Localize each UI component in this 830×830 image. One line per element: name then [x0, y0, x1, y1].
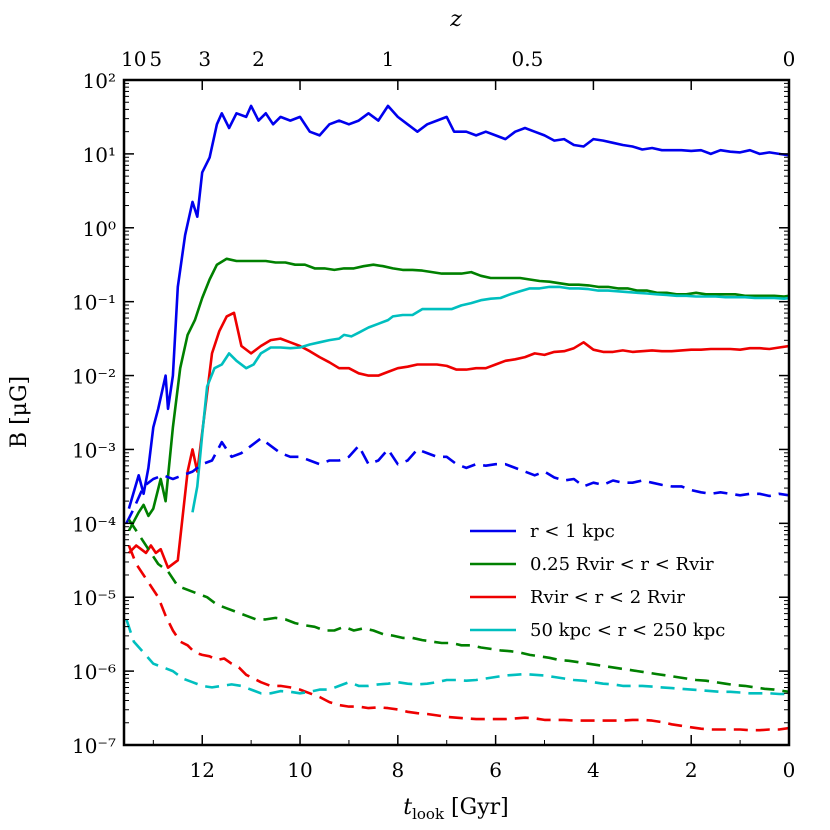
legend: r < 1 kpc 0.25 Rvir < r < Rvir Rvir < r < … — [470, 521, 725, 641]
plot-frame — [122, 78, 791, 747]
y-tick-label: 10⁻¹ — [72, 291, 116, 315]
series-line-0 — [127, 104, 789, 509]
series-line-4 — [125, 437, 789, 524]
series-layer — [125, 104, 789, 732]
y-tick-label: 10⁻⁷ — [72, 734, 116, 758]
x-axis-label-main: t — [403, 795, 412, 820]
series-line-2 — [127, 311, 789, 569]
x-axis-label-unit: [Gyr] — [444, 795, 509, 820]
series-line-7 — [125, 618, 789, 696]
y-tick-label: 10⁻² — [72, 365, 116, 389]
y-tick-label: 10⁻³ — [72, 438, 116, 462]
top-ticks: 10 5 3 2 1 0.5 0 — [121, 47, 795, 71]
y-ticks: 10² 10¹ 10⁰ 10⁻¹ 10⁻² 10⁻³ 10⁻⁴ 10⁻⁵ 10⁻⁶ 10⁻⁷ — [72, 69, 789, 758]
series-line-6 — [127, 545, 789, 732]
legend-label: Rvir < r < 2 Rvir — [530, 587, 685, 608]
top-tick-label: 0.5 — [511, 47, 543, 71]
x-axis-label-sub: look — [412, 805, 445, 823]
y-tick-label: 10⁻⁴ — [72, 512, 116, 536]
top-tick-label: 2 — [252, 47, 265, 71]
y-axis-label: B [μG] — [7, 376, 32, 448]
x-tick-label: 8 — [391, 758, 404, 782]
x-ticks: 12 10 8 6 4 2 0 — [152, 80, 796, 782]
top-tick-label: 10 — [121, 47, 146, 71]
top-tick-label: 0 — [783, 47, 796, 71]
y-tick-label: 10¹ — [83, 143, 116, 167]
legend-label: r < 1 kpc — [530, 521, 615, 542]
top-tick-label: 5 — [149, 47, 162, 71]
x-tick-label: 4 — [587, 758, 600, 782]
legend-label: 0.25 Rvir < r < Rvir — [530, 554, 714, 575]
x-tick-label: 6 — [489, 758, 502, 782]
x-tick-label: 10 — [287, 758, 312, 782]
x-axis-label: tlook [Gyr] — [403, 795, 508, 823]
x-tick-label: 0 — [783, 758, 796, 782]
series-line-3 — [191, 285, 789, 513]
y-tick-label: 10⁻⁶ — [72, 660, 116, 684]
x-tick-label: 2 — [685, 758, 698, 782]
series-line-5 — [127, 518, 789, 694]
y-tick-label: 10² — [83, 69, 116, 93]
top-tick-label: 3 — [198, 47, 211, 71]
series-line-1 — [127, 257, 789, 532]
top-axis-label: z — [449, 7, 462, 32]
top-tick-label: 1 — [382, 47, 395, 71]
y-tick-label: 10⁻⁵ — [72, 586, 116, 610]
x-tick-label: 12 — [190, 758, 215, 782]
y-tick-label: 10⁰ — [83, 217, 116, 241]
legend-label: 50 kpc < r < 250 kpc — [530, 620, 725, 641]
